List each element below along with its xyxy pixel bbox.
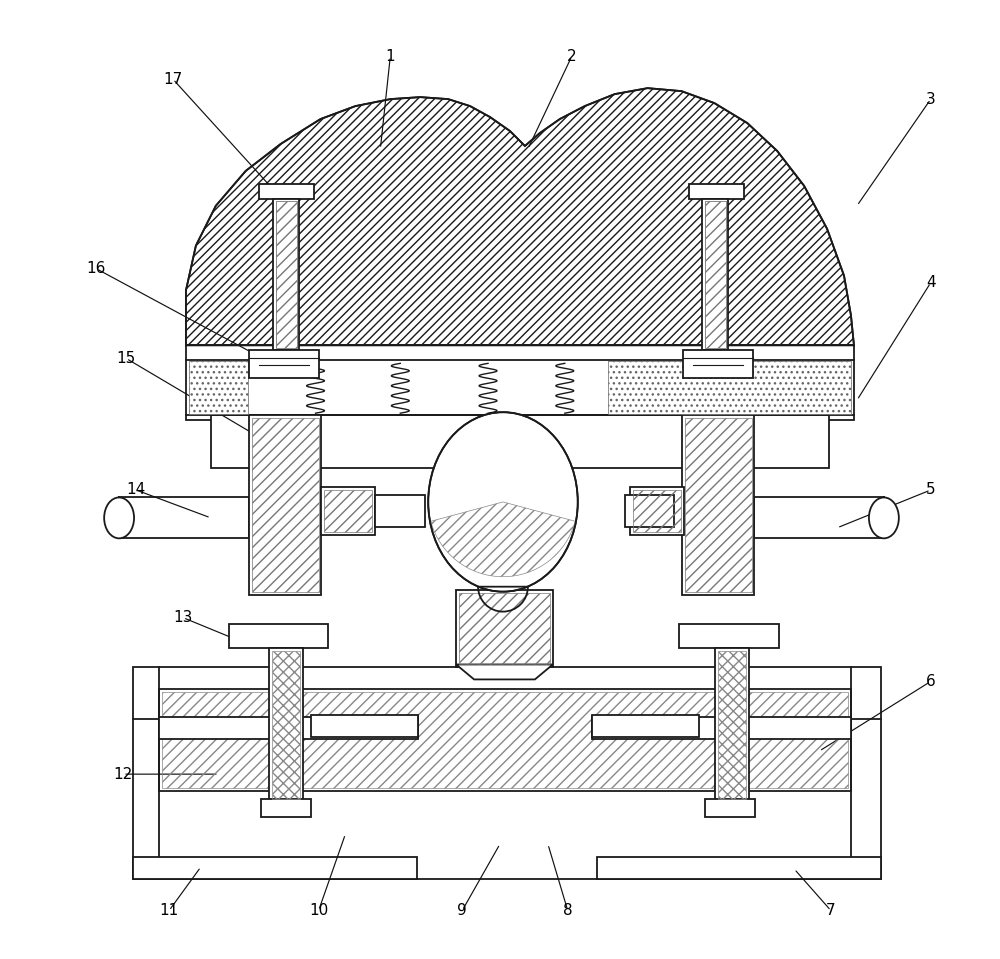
Bar [715, 647, 749, 802]
Text: 2: 2 [567, 49, 577, 63]
Bar [321, 487, 375, 535]
Text: 13: 13 [173, 610, 193, 625]
Bar [159, 690, 851, 791]
Bar [689, 184, 744, 199]
Text: 9: 9 [457, 903, 467, 919]
Bar [597, 857, 881, 878]
Text: 4: 4 [926, 275, 936, 290]
Text: 15: 15 [116, 351, 136, 365]
Text: 1: 1 [386, 49, 395, 63]
Bar [159, 717, 418, 739]
Bar [273, 199, 299, 350]
Text: 11: 11 [159, 903, 179, 919]
Bar [261, 799, 311, 817]
Bar [754, 497, 884, 538]
Bar [683, 350, 753, 378]
Ellipse shape [869, 498, 899, 538]
Text: 14: 14 [126, 482, 146, 498]
Bar [133, 857, 417, 878]
Bar [630, 487, 684, 535]
Bar [456, 590, 553, 667]
Bar [682, 415, 754, 595]
Bar [229, 623, 328, 647]
Polygon shape [186, 88, 854, 345]
Text: 12: 12 [113, 766, 133, 782]
Bar [249, 415, 321, 595]
Bar [375, 495, 425, 526]
Bar [702, 199, 728, 350]
Bar [311, 715, 418, 737]
Bar [269, 647, 303, 802]
Text: 8: 8 [563, 903, 573, 919]
Polygon shape [608, 362, 851, 414]
Bar [625, 495, 674, 526]
Text: 17: 17 [163, 72, 183, 86]
Bar [705, 799, 755, 817]
Text: 6: 6 [926, 674, 936, 689]
Text: 7: 7 [826, 903, 836, 919]
Polygon shape [456, 665, 553, 679]
Polygon shape [189, 362, 248, 414]
Bar [119, 497, 249, 538]
Text: 3: 3 [926, 92, 936, 106]
Bar [592, 715, 699, 737]
Text: 16: 16 [86, 261, 106, 276]
Bar [592, 717, 851, 739]
Bar [211, 415, 829, 468]
Ellipse shape [104, 498, 134, 538]
Bar [259, 184, 314, 199]
Text: 5: 5 [926, 482, 936, 498]
Bar [133, 667, 881, 878]
Bar [186, 345, 854, 420]
Bar [249, 350, 319, 378]
Text: 10: 10 [309, 903, 328, 919]
Ellipse shape [428, 412, 578, 592]
Bar [679, 623, 779, 647]
